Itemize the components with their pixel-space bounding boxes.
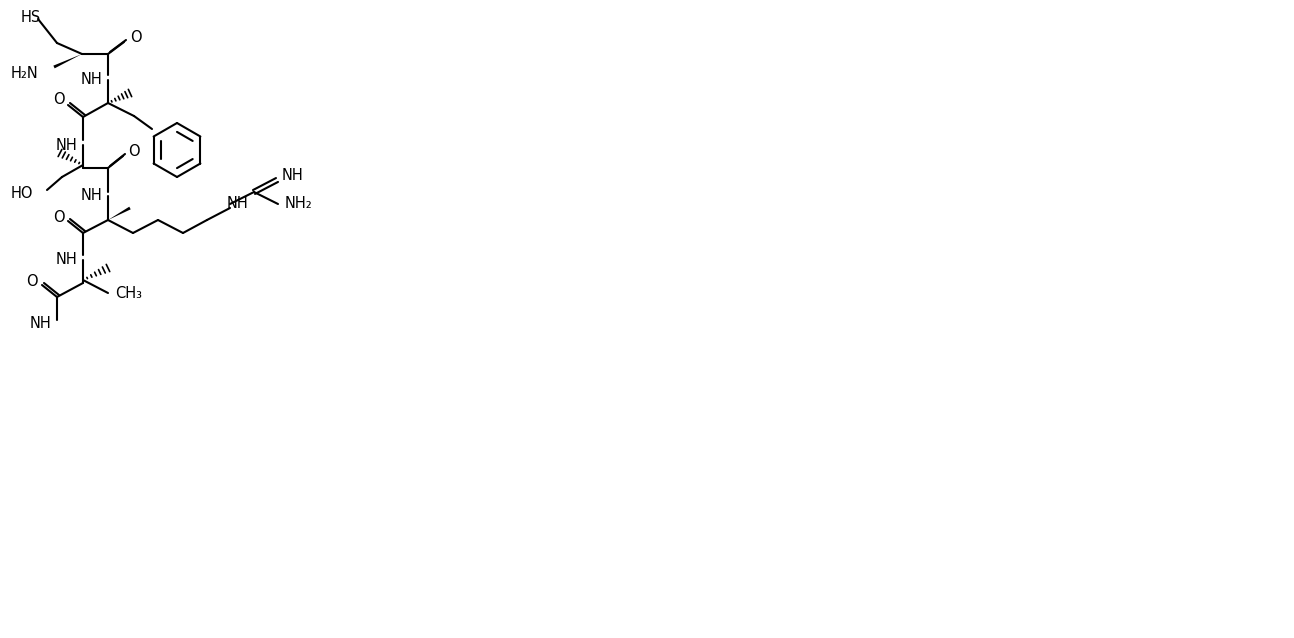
Text: NH: NH — [56, 138, 78, 152]
Text: CH₃: CH₃ — [115, 285, 142, 300]
Text: HS: HS — [21, 10, 41, 24]
Text: NH: NH — [30, 316, 50, 332]
Text: NH₂: NH₂ — [285, 197, 313, 212]
Text: O: O — [26, 274, 38, 288]
Text: O: O — [53, 93, 65, 107]
Polygon shape — [107, 207, 131, 220]
Text: NH: NH — [282, 168, 304, 182]
Text: HO: HO — [10, 186, 34, 202]
Polygon shape — [53, 54, 82, 68]
Text: O: O — [53, 209, 65, 225]
Text: NH: NH — [80, 188, 102, 204]
Text: O: O — [128, 144, 140, 158]
Text: H₂N: H₂N — [10, 66, 38, 82]
Text: O: O — [129, 29, 141, 45]
Text: NH: NH — [226, 197, 248, 212]
Text: NH: NH — [56, 253, 78, 267]
Text: NH: NH — [80, 73, 102, 87]
